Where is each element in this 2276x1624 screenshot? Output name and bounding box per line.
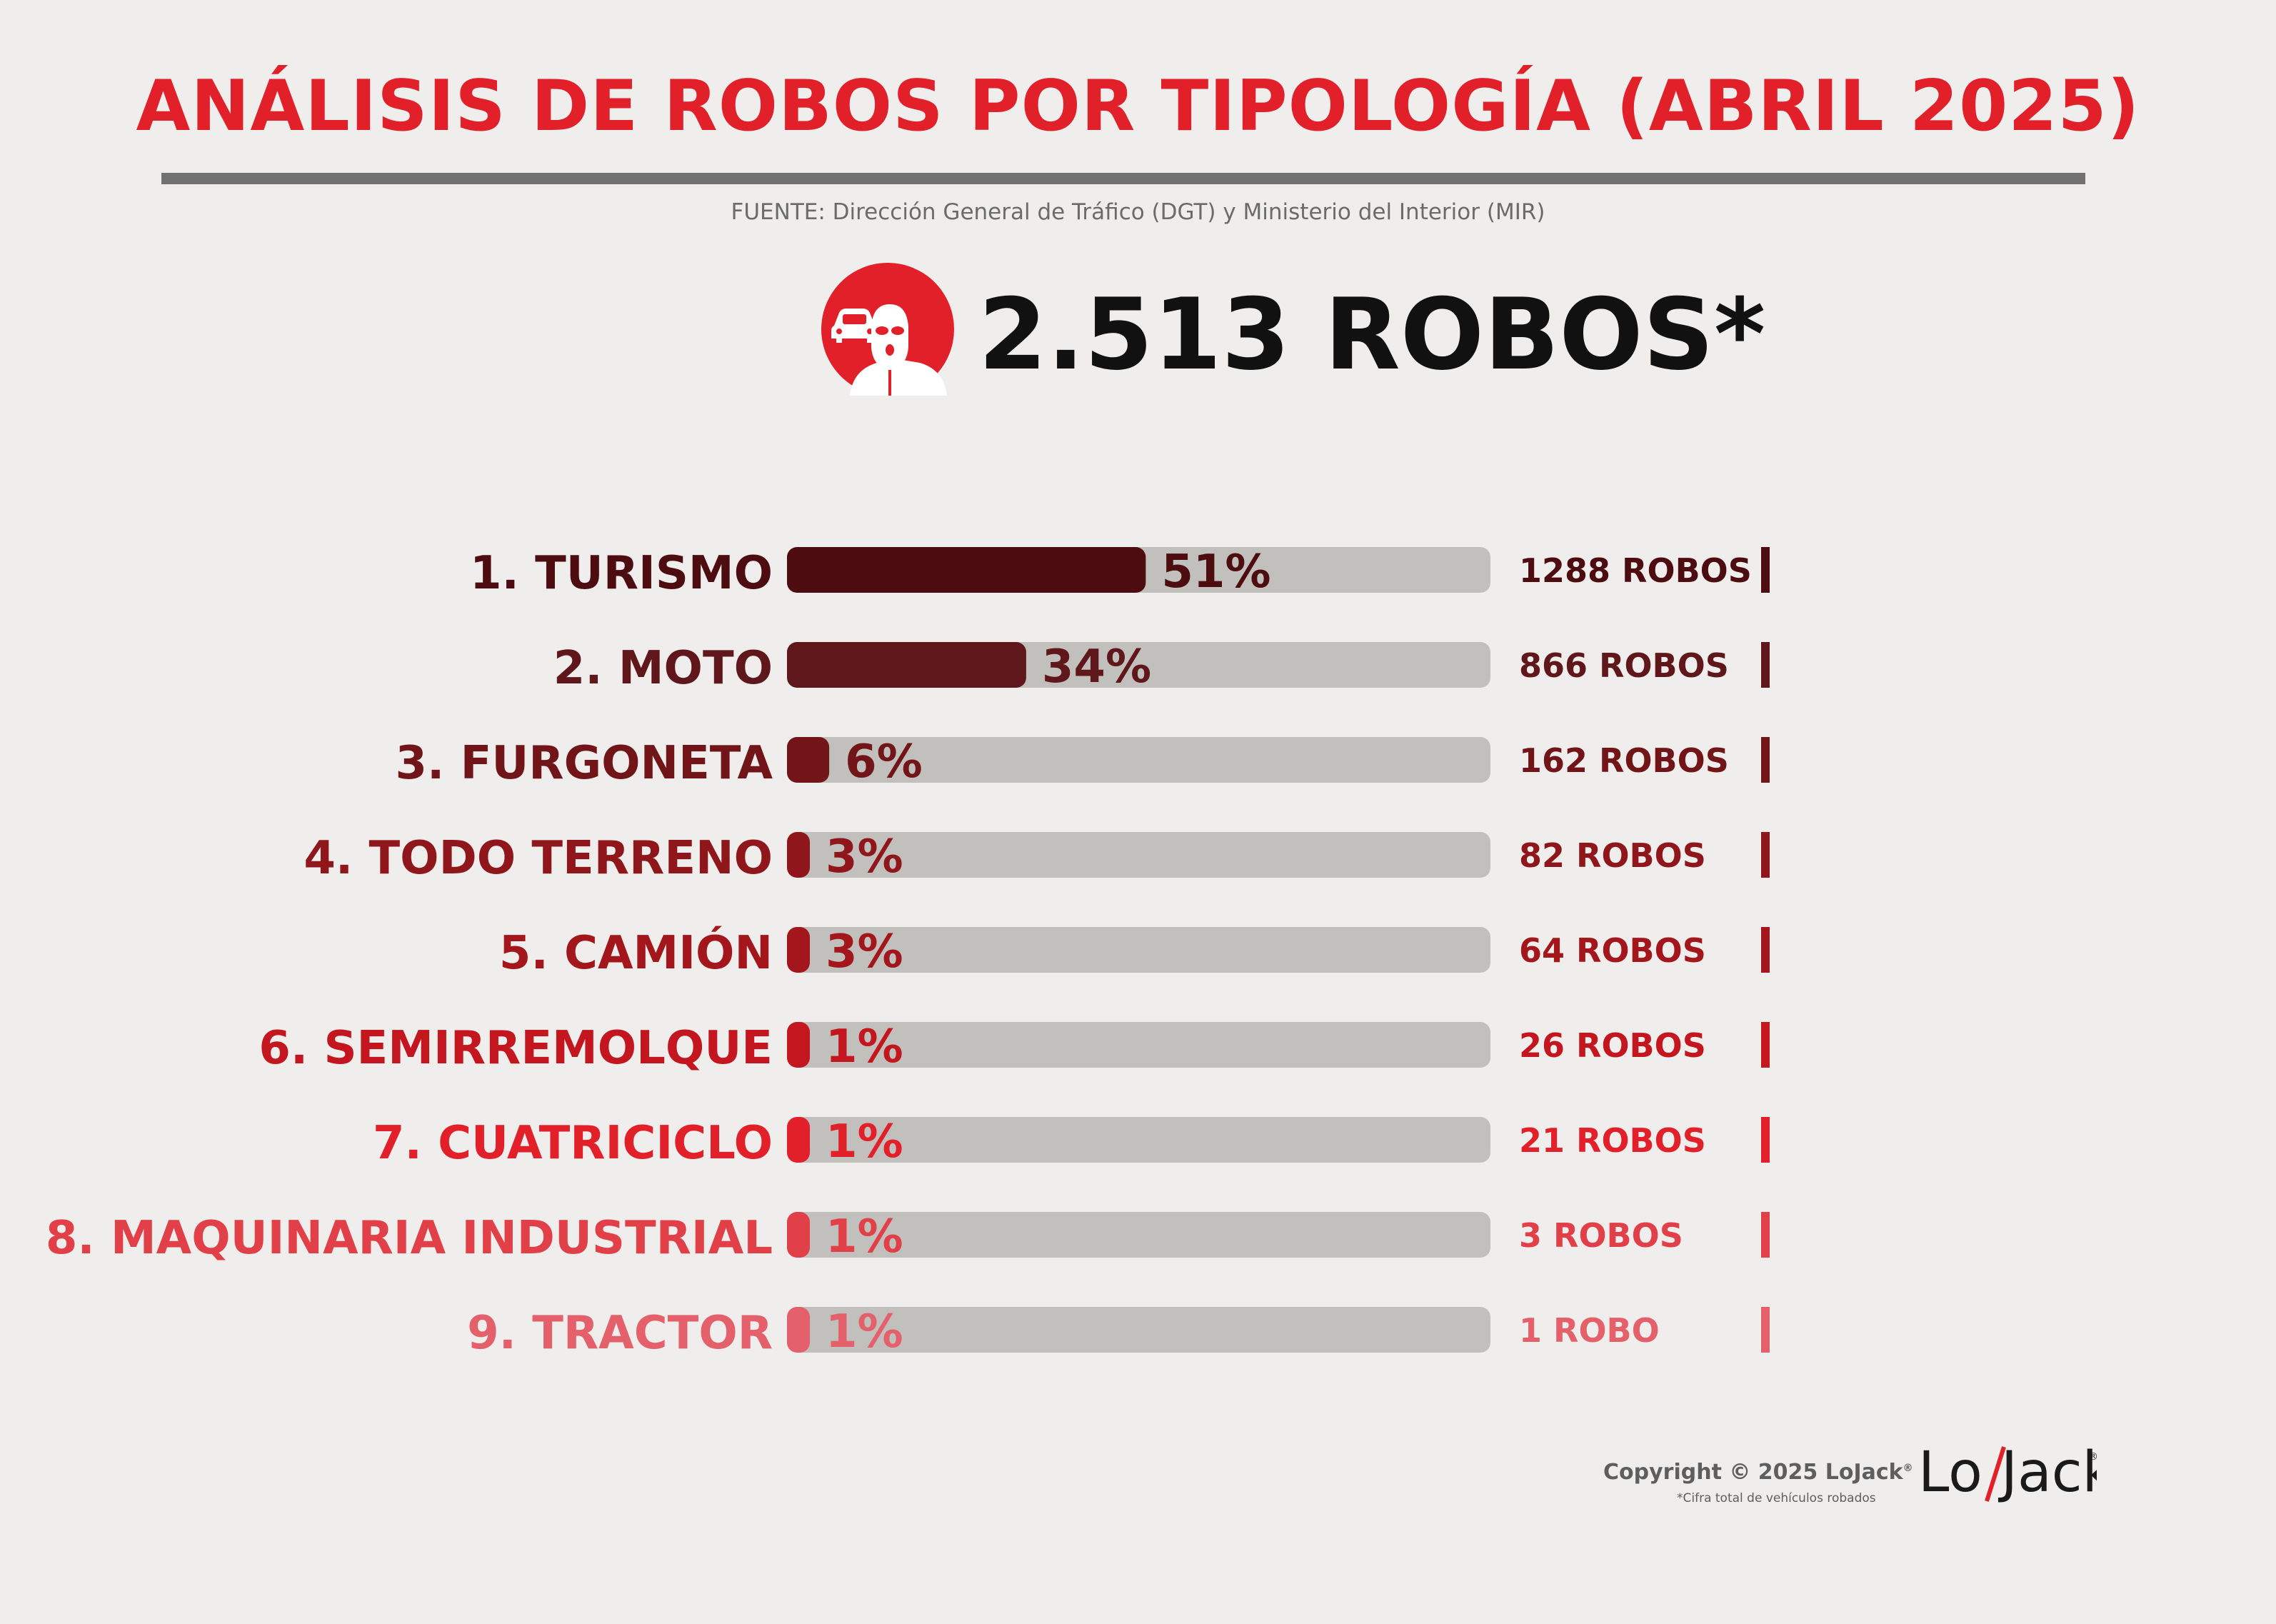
value-label: 1%	[826, 1305, 903, 1358]
row-tick	[1761, 547, 1770, 593]
svg-text:®: ®	[2088, 1451, 2097, 1463]
car-thief-icon	[821, 263, 954, 396]
category-label: 8. MAQUINARIA INDUSTRIAL	[46, 1212, 773, 1265]
value-label: 3%	[826, 926, 903, 978]
category-label: 4. TODO TERRENO	[304, 832, 773, 885]
row-tick	[1761, 1307, 1770, 1353]
bar	[787, 547, 1146, 593]
category-label: 7. CUATRICICLO	[373, 1117, 773, 1170]
value-label: 34%	[1042, 641, 1151, 693]
row-tick	[1761, 737, 1770, 783]
count-label: 64 ROBOS	[1519, 931, 1706, 970]
lojack-logo-icon: Lo Jack ®	[1918, 1440, 2097, 1505]
bar-track	[787, 832, 1490, 878]
row-tick	[1761, 1212, 1770, 1258]
bar	[787, 1307, 810, 1353]
bar	[787, 927, 810, 973]
bar-track	[787, 1212, 1490, 1258]
row-tick	[1761, 927, 1770, 973]
count-label: 1 ROBO	[1519, 1311, 1660, 1350]
count-label: 1288 ROBOS	[1519, 551, 1752, 590]
value-label: 51%	[1161, 546, 1270, 598]
row-tick	[1761, 1117, 1770, 1163]
bar	[787, 1022, 810, 1068]
row-tick	[1761, 642, 1770, 688]
source-note: FUENTE: Dirección General de Tráfico (DG…	[731, 199, 1545, 225]
row-tick	[1761, 1022, 1770, 1068]
category-label: 6. SEMIRREMOLQUE	[259, 1022, 773, 1075]
bar	[787, 1117, 810, 1163]
bar-track	[787, 737, 1490, 783]
bar	[787, 642, 1026, 688]
value-label: 1%	[826, 1116, 903, 1168]
count-label: 21 ROBOS	[1519, 1121, 1706, 1160]
svg-text:Lo: Lo	[1918, 1440, 1982, 1505]
copyright-mark: ®	[1902, 1463, 1913, 1474]
bar-track	[787, 1022, 1490, 1068]
category-label: 9. TRACTOR	[467, 1307, 773, 1360]
bar	[787, 832, 810, 878]
bar	[787, 1212, 810, 1258]
copyright-text: Copyright © 2025 LoJack	[1603, 1460, 1903, 1485]
count-label: 3 ROBOS	[1519, 1216, 1683, 1255]
row-tick	[1761, 832, 1770, 878]
value-label: 1%	[826, 1211, 903, 1263]
footnote: *Cifra total de vehículos robados	[1677, 1491, 1876, 1505]
count-label: 162 ROBOS	[1519, 741, 1729, 780]
title-divider	[161, 173, 2085, 184]
count-label: 866 ROBOS	[1519, 646, 1729, 685]
page-title: ANÁLISIS DE ROBOS POR TIPOLOGÍA (ABRIL 2…	[136, 66, 2140, 147]
count-label: 82 ROBOS	[1519, 836, 1706, 875]
category-label: 2. MOTO	[553, 642, 773, 695]
bar-track	[787, 1117, 1490, 1163]
total-count: 2.513 ROBOS*	[978, 277, 1766, 392]
count-label: 26 ROBOS	[1519, 1026, 1706, 1065]
bar	[787, 737, 830, 783]
bar-track	[787, 1307, 1490, 1353]
bar-track	[787, 927, 1490, 973]
category-label: 5. CAMIÓN	[499, 926, 773, 980]
category-label: 3. FURGONETA	[395, 737, 773, 790]
value-label: 3%	[826, 831, 903, 883]
copyright: Copyright © 2025 LoJack®	[1603, 1460, 1913, 1485]
value-label: 1%	[826, 1021, 903, 1073]
value-label: 6%	[845, 736, 923, 788]
svg-text:Jack: Jack	[1997, 1440, 2097, 1505]
category-label: 1. TURISMO	[470, 547, 773, 600]
